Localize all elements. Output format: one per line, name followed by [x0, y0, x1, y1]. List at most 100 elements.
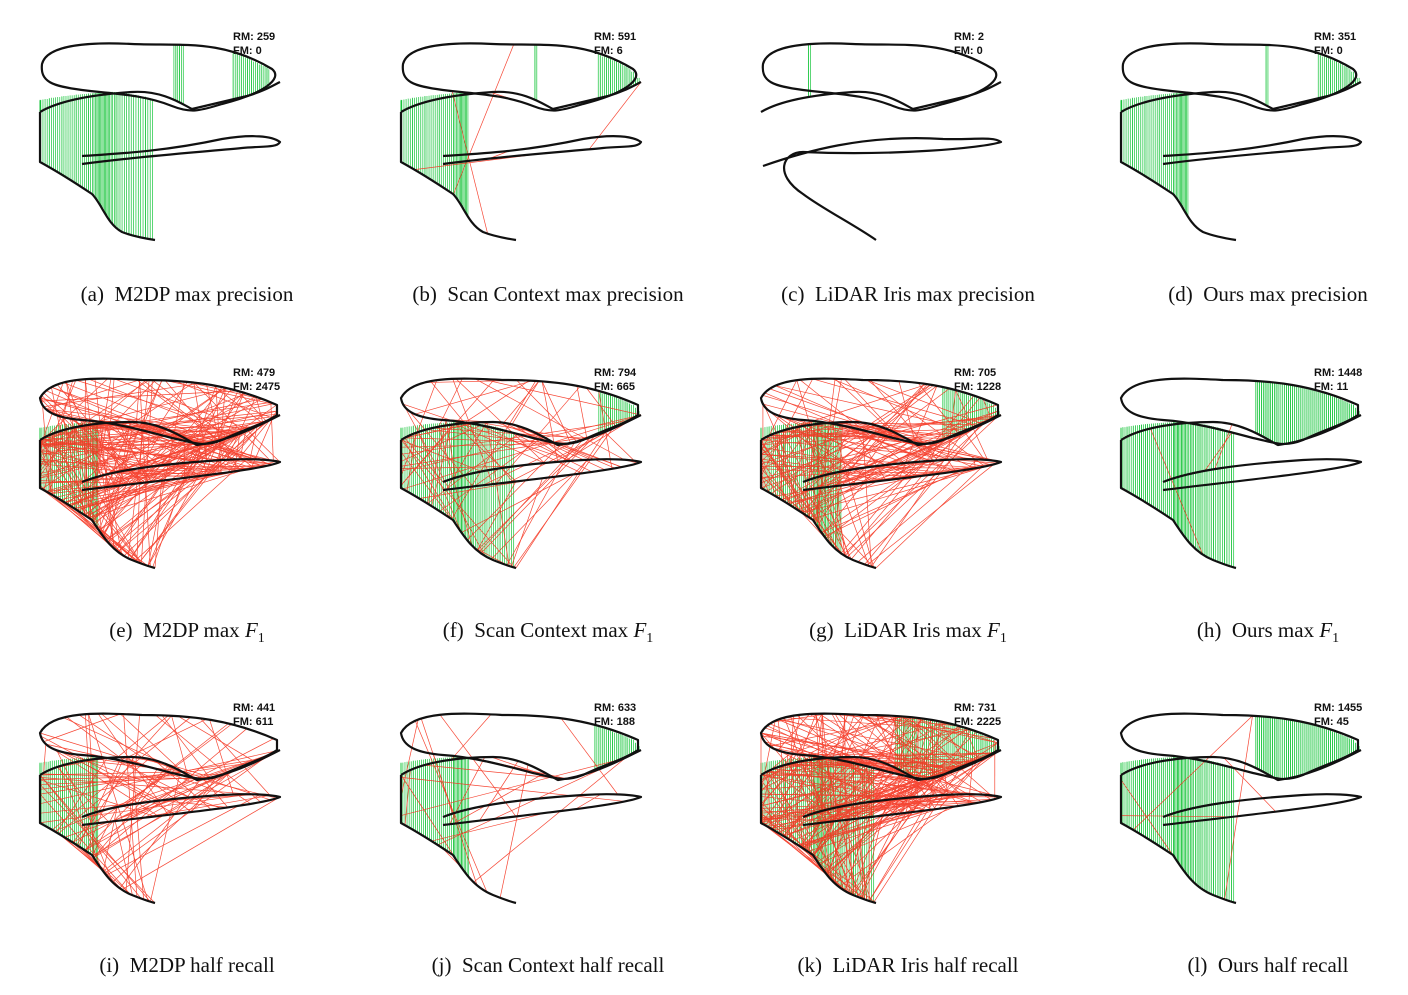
- rm-count: RM: 2: [954, 30, 984, 44]
- caption-text: LiDAR Iris max: [844, 618, 982, 642]
- rm-count: RM: 1455: [1314, 701, 1362, 715]
- rm-count: RM: 633: [594, 701, 636, 715]
- fm-count: FM: 2225: [954, 715, 1001, 729]
- trajectory-lower-loop: [1163, 794, 1361, 825]
- true-match-lines: [809, 44, 811, 97]
- panel-caption: (h) Ours max F1: [1103, 618, 1408, 647]
- trajectory-lower-loop: [1163, 136, 1361, 164]
- trajectory-upper-edge: [761, 82, 1001, 112]
- panel-caption: (c) LiDAR Iris max precision: [743, 282, 1073, 307]
- trajectory-plot: [22, 695, 352, 935]
- caption-label: (e): [109, 618, 143, 642]
- caption-f1: F1: [240, 618, 265, 642]
- caption-text: Scan Context half recall: [462, 953, 664, 977]
- panel-caption: (i) M2DP half recall: [22, 953, 352, 978]
- rm-count: RM: 1448: [1314, 366, 1362, 380]
- fm-count: FM: 665: [594, 380, 636, 394]
- trajectory-plot: [22, 24, 352, 264]
- trajectory-lower-loop: [443, 136, 641, 164]
- caption-label: (k): [797, 953, 832, 977]
- fm-count: FM: 188: [594, 715, 636, 729]
- panel-caption: (j) Scan Context half recall: [383, 953, 713, 978]
- trajectory-plot: [743, 360, 1073, 600]
- caption-text: Ours max precision: [1203, 282, 1367, 306]
- rm-count: RM: 731: [954, 701, 1001, 715]
- panel-caption: (l) Ours half recall: [1103, 953, 1408, 978]
- fm-count: FM: 0: [954, 44, 984, 58]
- caption-f1: F1: [1314, 618, 1339, 642]
- caption-label: (h): [1197, 618, 1232, 642]
- panel-caption: (d) Ours max precision: [1103, 282, 1408, 307]
- fm-count: FM: 6: [594, 44, 636, 58]
- caption-label: (j): [432, 953, 462, 977]
- trajectory-plot: [22, 360, 352, 600]
- caption-label: (f): [443, 618, 474, 642]
- caption-text: Scan Context max: [474, 618, 628, 642]
- caption-label: (d): [1168, 282, 1203, 306]
- panel-caption: (e) M2DP max F1: [22, 618, 352, 647]
- caption-text: LiDAR Iris max precision: [815, 282, 1035, 306]
- caption-text: M2DP max precision: [114, 282, 293, 306]
- caption-text: Ours max: [1232, 618, 1314, 642]
- trajectory-plot: [383, 24, 713, 264]
- fm-count: FM: 2475: [233, 380, 280, 394]
- rm-count: RM: 705: [954, 366, 1001, 380]
- trajectory-drop: [40, 112, 155, 240]
- caption-text: Scan Context max precision: [447, 282, 683, 306]
- trajectory-plot: [1103, 360, 1408, 600]
- caption-f1: F1: [628, 618, 653, 642]
- caption-f1: F1: [982, 618, 1007, 642]
- trajectory-lower-loop: [443, 794, 641, 825]
- trajectory-lower-loop: [82, 136, 280, 164]
- caption-label: (a): [81, 282, 115, 306]
- caption-label: (l): [1188, 953, 1218, 977]
- panel-caption: (a) M2DP max precision: [22, 282, 352, 307]
- false-match-lines: [40, 714, 280, 903]
- true-match-lines: [1121, 716, 1359, 903]
- true-match-lines: [1121, 381, 1359, 568]
- false-match-lines: [415, 44, 641, 233]
- trajectory-plot: [1103, 24, 1408, 264]
- fm-count: FM: 0: [1314, 44, 1356, 58]
- trajectory-drop: [1121, 112, 1236, 240]
- rm-count: RM: 441: [233, 701, 275, 715]
- fm-count: FM: 11: [1314, 380, 1362, 394]
- rm-count: RM: 259: [233, 30, 275, 44]
- rm-count: RM: 479: [233, 366, 280, 380]
- trajectory-plot: [383, 360, 713, 600]
- fm-count: FM: 611: [233, 715, 275, 729]
- panel-caption: (k) LiDAR Iris half recall: [743, 953, 1073, 978]
- trajectory-lower-loop: [1163, 459, 1361, 490]
- trajectory-lower-loop: [763, 138, 1001, 240]
- caption-text: LiDAR Iris half recall: [832, 953, 1018, 977]
- caption-text: M2DP half recall: [130, 953, 275, 977]
- true-match-lines: [1121, 45, 1359, 217]
- panel-caption: (g) LiDAR Iris max F1: [743, 618, 1073, 647]
- caption-label: (i): [99, 953, 129, 977]
- trajectory-plot: [383, 695, 713, 935]
- false-match-lines: [40, 379, 280, 568]
- rm-count: RM: 351: [1314, 30, 1356, 44]
- fm-count: FM: 1228: [954, 380, 1001, 394]
- true-match-lines: [40, 45, 269, 240]
- trajectory-drop: [401, 112, 516, 240]
- rm-count: RM: 794: [594, 366, 636, 380]
